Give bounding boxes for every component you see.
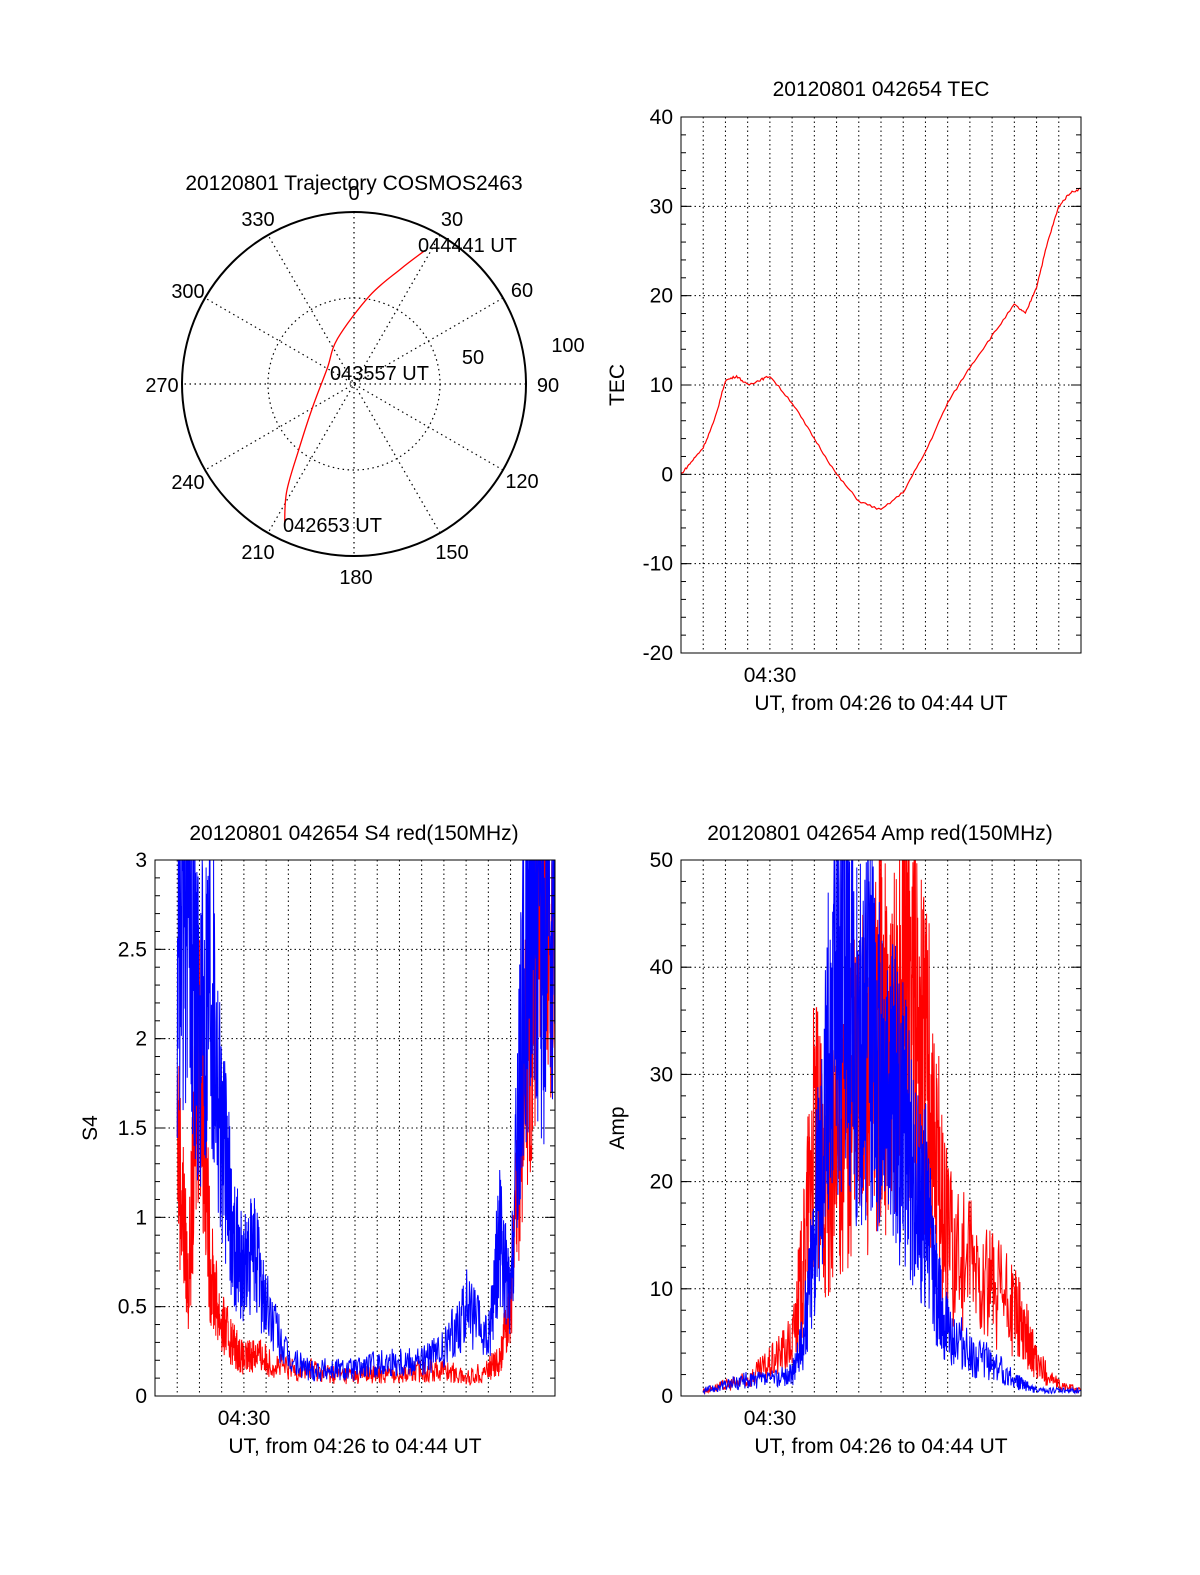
s4-title: 20120801 042654 S4 red(150MHz) [189,822,518,845]
polar-angle-label: 240 [171,472,204,494]
tec-x-tick-label: 04:30 [744,664,797,687]
tec-plot-frame [680,116,1082,654]
polar-radial-label: 100 [551,335,584,357]
tec-y-tick-label: 0 [661,463,673,486]
s4-y-ticks: 0 0.5 1 1.5 2 2.5 3 [118,849,555,1408]
tec-y-tick-label: 20 [650,285,673,308]
s4-series-line [176,859,556,1386]
polar-angle-label: 150 [435,542,468,564]
amp-series-line [702,859,1082,1395]
amp-title: 20120801 042654 Amp red(150MHz) [707,822,1053,845]
polar-angle-label: 120 [505,471,538,493]
amp-y-tick-label: 40 [650,956,673,979]
s4-xlabel: UT, from 04:26 to 04:44 UT [228,1435,481,1458]
tec-series-line [680,187,1082,510]
polar-angle-label: 60 [511,280,533,302]
amp-chart: 20120801 042654 Amp red(150MHz) 0 10 20 30 4… [606,822,1082,1458]
tec-grid [681,117,1081,653]
polar-chart: 20120801 Trajectory COSMOS2463 0 30 60 9… [145,172,584,589]
amp-plot-frame [680,859,1082,1397]
s4-plot-frame [154,859,556,1397]
polar-annotation: 042653 UT [283,515,382,537]
amp-y-tick-label: 0 [661,1385,673,1408]
polar-angle-label: 270 [145,375,178,397]
polar-grid [181,211,527,557]
amp-x-tick-label: 04:30 [744,1407,797,1430]
tec-y-tick-label: 40 [650,106,673,129]
s4-y-tick-label: 2 [135,1028,147,1051]
s4-y-tick-label: 2.5 [118,938,147,961]
polar-angle-label: 90 [537,375,559,397]
polar-annotation: 044441 UT [418,235,517,257]
tec-chart: 20120801 042654 TEC -20 -10 0 10 20 30 40 04:3… [606,78,1082,715]
polar-angle-label: 0 [348,183,359,205]
polar-angle-label: 30 [441,209,463,231]
polar-radial-label: 50 [462,347,484,369]
polar-angle-label: 330 [241,209,274,231]
amp-y-tick-label: 20 [650,1171,673,1194]
s4-chart: 20120801 042654 S4 red(150MHz) 0 0.5 1 1.5 2… [79,822,556,1458]
s4-series-line [176,859,556,1382]
s4-y-tick-label: 1.5 [118,1117,147,1140]
amp-ylabel: Amp [606,1106,629,1149]
amp-series-line [702,859,1082,1396]
tec-y-tick-label: -20 [643,642,673,665]
s4-series [176,859,556,1386]
s4-y-tick-label: 0.5 [118,1296,147,1319]
s4-x-tick-label: 04:30 [218,1407,271,1430]
polar-title: 20120801 Trajectory COSMOS2463 [185,172,522,195]
tec-xlabel: UT, from 04:26 to 04:44 UT [754,692,1007,715]
amp-xlabel: UT, from 04:26 to 04:44 UT [754,1435,1007,1458]
polar-annotation: 043557 UT [330,363,429,385]
polar-angle-label: 210 [241,542,274,564]
tec-y-tick-label: 10 [650,374,673,397]
s4-y-tick-label: 1 [135,1206,147,1229]
tec-title: 20120801 042654 TEC [773,78,990,101]
polar-angle-label: 300 [171,281,204,303]
amp-series [702,859,1082,1396]
amp-y-ticks: 0 10 20 30 40 50 [650,849,1081,1408]
s4-ylabel: S4 [79,1115,102,1141]
amp-y-tick-label: 50 [650,849,673,872]
amp-y-tick-label: 30 [650,1063,673,1086]
s4-y-tick-label: 3 [135,849,147,872]
tec-y-ticks: -20 -10 0 10 20 30 40 [643,106,1081,665]
tec-ylabel: TEC [606,364,629,406]
amp-y-tick-label: 10 [650,1278,673,1301]
polar-angle-labels: 0 30 60 90 120 150 180 210 240 270 300 3… [145,183,559,589]
tec-y-tick-label: -10 [643,553,673,576]
polar-trajectory-line [283,249,426,527]
polar-angle-label: 180 [339,567,372,589]
tec-series [680,187,1082,510]
tec-y-tick-label: 30 [650,195,673,218]
s4-y-tick-label: 0 [135,1385,147,1408]
